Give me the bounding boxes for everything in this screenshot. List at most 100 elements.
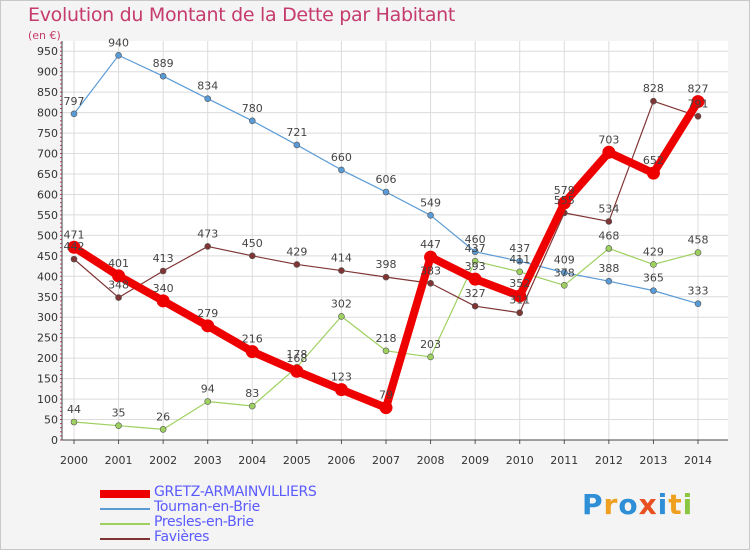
data-point (646, 166, 660, 180)
data-point (605, 245, 613, 252)
y-tick-label: 550 (37, 209, 58, 222)
x-tick-label: 2000 (60, 454, 88, 467)
data-point (115, 422, 122, 429)
data-point (427, 279, 434, 287)
data-label: 409 (554, 254, 575, 267)
logo-letter: i (657, 488, 669, 521)
data-point (293, 261, 301, 268)
y-tick-label: 100 (37, 393, 58, 406)
x-tick-label: 2011 (550, 454, 578, 467)
logo-letter: x (638, 488, 658, 521)
data-point (650, 261, 657, 268)
y-tick-label: 650 (37, 168, 58, 181)
data-point (694, 112, 702, 120)
data-label: 340 (153, 282, 174, 295)
x-tick-label: 2003 (194, 454, 222, 467)
y-tick-label: 300 (37, 311, 58, 324)
axes (60, 41, 728, 444)
data-point (293, 141, 301, 149)
data-point (67, 240, 81, 254)
data-label: 652 (643, 154, 664, 167)
legend-label-gretz: GRETZ-ARMAINVILLIERS (154, 484, 317, 500)
chart-title: Evolution du Montant de la Dette par Hab… (28, 4, 456, 26)
data-point (290, 364, 304, 378)
data-label: 414 (331, 252, 352, 265)
x-tick-label: 2009 (461, 454, 489, 467)
data-point (516, 309, 524, 317)
data-point (560, 269, 568, 276)
data-label: 606 (376, 173, 397, 186)
x-tick-label: 2008 (417, 454, 445, 467)
x-tick-label: 2012 (595, 454, 623, 467)
data-label: 471 (64, 228, 85, 241)
data-label: 348 (108, 279, 129, 292)
data-label: 352 (509, 277, 530, 290)
data-label: 549 (420, 196, 441, 209)
data-point (379, 401, 393, 415)
data-label: 660 (331, 151, 352, 164)
data-label: 388 (598, 262, 619, 275)
x-tick-label: 2013 (639, 454, 667, 467)
data-point (605, 218, 613, 225)
data-label: 834 (197, 80, 218, 93)
data-labels: 471 401 340 279 216 168 123 79 447 393 352 579 703 65… (64, 36, 709, 423)
data-label: 413 (153, 252, 174, 265)
legend-label-tournan: Tournan-en-Brie (154, 499, 260, 515)
data-point (70, 418, 78, 426)
data-label: 797 (64, 95, 85, 108)
data-label: 383 (420, 264, 441, 277)
data-label: 168 (286, 352, 307, 365)
data-point (201, 319, 215, 333)
data-label: 827 (688, 83, 709, 96)
data-label: 333 (688, 285, 709, 298)
data-label: 429 (286, 245, 307, 258)
data-point (245, 345, 259, 359)
y-tick-label: 800 (37, 107, 58, 120)
proxiti-logo: Proxiti (582, 488, 693, 521)
data-label: 828 (643, 82, 664, 95)
data-point (427, 212, 434, 219)
data-label: 35 (112, 407, 126, 420)
data-label: 429 (643, 245, 664, 258)
y-tick-label: 750 (37, 127, 58, 140)
data-label: 721 (286, 126, 307, 139)
y-tick-label: 200 (37, 352, 58, 365)
y-tick-label: 500 (37, 229, 58, 242)
data-point (70, 110, 78, 118)
data-point (516, 257, 524, 265)
data-point (691, 95, 705, 109)
y-tick-label: 450 (37, 250, 58, 263)
data-label: 555 (554, 194, 575, 207)
data-label: 216 (242, 333, 263, 346)
y-tick-label: 150 (37, 373, 58, 386)
data-label: 442 (64, 240, 85, 253)
data-label: 123 (331, 371, 352, 384)
x-tick-label: 2006 (327, 454, 355, 467)
data-point (382, 273, 390, 281)
data-point (112, 269, 126, 283)
data-label: 393 (465, 260, 486, 273)
x-tick-label: 2005 (283, 454, 311, 467)
series-lines (67, 52, 705, 433)
data-point (694, 300, 702, 308)
data-point (338, 166, 345, 174)
data-label: 940 (108, 36, 129, 49)
data-label: 311 (509, 294, 530, 307)
y-tick-label: 50 (44, 414, 58, 427)
data-label: 401 (108, 257, 129, 270)
x-tick-label: 2014 (684, 454, 712, 467)
data-point (471, 302, 479, 310)
data-label: 94 (201, 383, 215, 396)
data-label: 378 (554, 266, 575, 279)
data-point (471, 257, 479, 265)
legend-swatch-presles (100, 523, 150, 525)
data-point (382, 347, 390, 355)
data-label: 579 (554, 184, 575, 197)
y-tick-label: 700 (37, 148, 58, 161)
data-label: 79 (379, 389, 393, 402)
data-point (338, 313, 345, 320)
data-point (560, 282, 568, 289)
data-label: 780 (242, 102, 263, 115)
logo-letter: t (668, 488, 683, 521)
